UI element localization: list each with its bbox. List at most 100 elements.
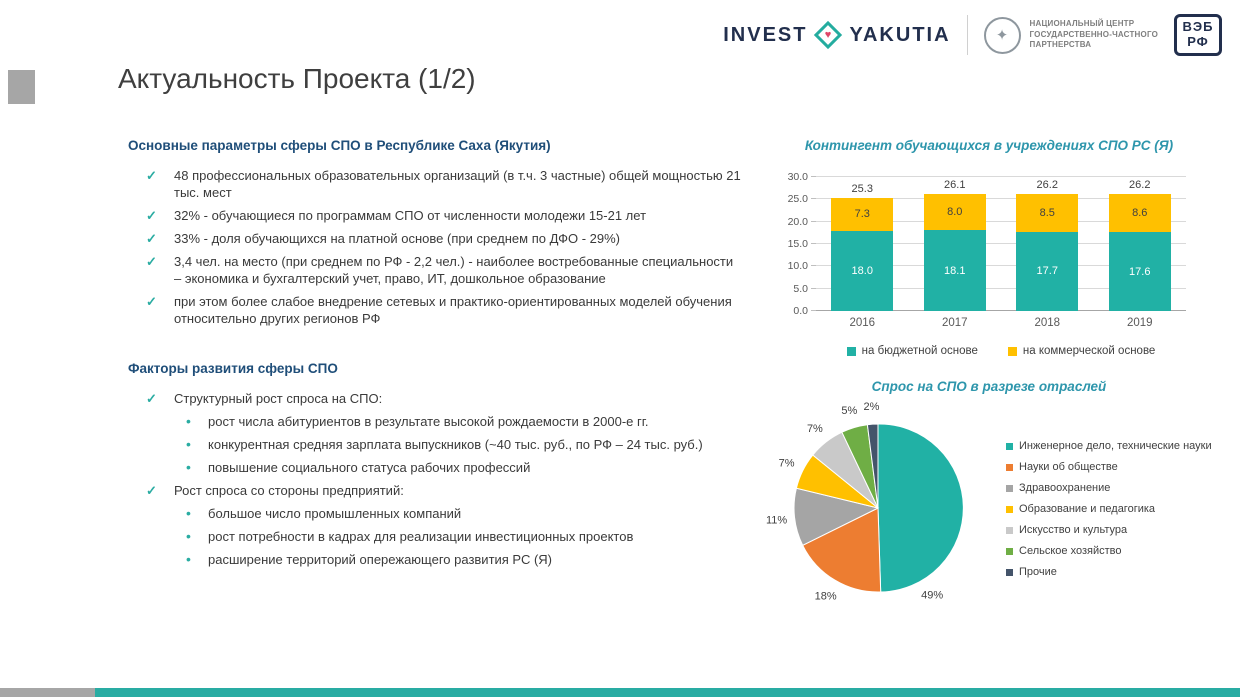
x-tick-label: 2019 <box>1126 317 1153 329</box>
sub-bullet-item: • рост потребности в кадрах для реализаци… <box>128 528 742 545</box>
sub-bullet-text: повышение социального статуса рабочих пр… <box>208 460 531 475</box>
factors-heading: Факторы развития сферы СПО <box>128 361 338 376</box>
bar-group: 26.1 8.0 18.1 <box>923 179 986 311</box>
pie-svg: 49% 18% 11% 7% 7% 5% 2% <box>766 401 964 603</box>
pie-legend-label: Прочие <box>1019 566 1057 578</box>
sub-bullet-text: конкурентная средняя зарплата выпускнико… <box>208 437 703 452</box>
gridline <box>811 198 1186 200</box>
bar-group: 26.2 8.6 17.6 <box>1108 178 1171 311</box>
bars-row: 25.3 7.3 18.0 26.1 8.0 18.1 26.2 8.5 17.7 26.2 8.6… <box>816 177 1186 311</box>
bar-x-axis: 2016 2017 2018 2019 <box>816 317 1186 329</box>
pie-value-label: 7% <box>807 423 823 435</box>
bar-total-label: 26.1 <box>944 179 966 192</box>
sub-bullet-text: большое число промышленных компаний <box>208 506 462 521</box>
legend-swatch-icon <box>1006 442 1013 450</box>
y-tick-label: 10.0 <box>787 260 808 273</box>
ncppp-emblem-icon: ✦ <box>983 16 1021 54</box>
invest-text: INVEST <box>723 23 808 46</box>
bar-total-label: 25.3 <box>851 183 873 196</box>
dot-icon: • <box>186 528 191 544</box>
pie-legend-item: Инженерное дело, технические науки <box>1006 440 1212 452</box>
bullet-text: Рост спроса со стороны предприятий: <box>174 483 404 498</box>
pie-legend-item: Сельское хозяйство <box>1006 545 1212 557</box>
bullet-text: при этом более слабое внедрение сетевых … <box>174 294 732 326</box>
footer-bar <box>0 688 1240 697</box>
pie-chart-title: Спрос на СПО в разрезе отраслей <box>871 379 1107 394</box>
legend-swatch-icon <box>1006 463 1013 471</box>
pie-legend-label: Здравоохранение <box>1019 482 1111 494</box>
sub-bullet-item: • расширение территорий опережающего разв… <box>128 551 742 568</box>
pie-legend-label: Сельское хозяйство <box>1019 545 1122 557</box>
legend-item: на коммерческой основе <box>1007 345 1155 357</box>
legend-swatch-icon <box>846 346 856 356</box>
check-icon: ✓ <box>146 231 157 246</box>
pie-chart: 49% 18% 11% 7% 7% 5% 2% Инженерное дело, техни… <box>760 396 1218 611</box>
bullet-item: ✓ 32% - обучающиеся по программам СПО от … <box>128 207 742 224</box>
sub-bullet-item: • рост числа абитуриентов в результате вы… <box>128 413 742 430</box>
bar-chart-title: Контингент обучающихся в учреждениях СПО… <box>804 138 1174 153</box>
gridline <box>811 265 1186 267</box>
bullet-item: ✓ 48 профессиональных образовательных орг… <box>128 167 742 201</box>
pie-value-label: 2% <box>864 401 880 413</box>
sub-bullet-item: • большое число промышленных компаний <box>128 505 742 522</box>
bar-segment-commercial: 8.5 <box>1016 194 1079 232</box>
legend-swatch-icon <box>1007 346 1017 356</box>
diamond-heart-icon: ♥ <box>814 20 843 50</box>
bullet-text: 33% - доля обучающихся на платной основе… <box>174 231 620 246</box>
check-icon: ✓ <box>146 254 157 269</box>
pie-value-label: 49% <box>921 590 943 602</box>
pie-slice <box>877 423 964 593</box>
gridline <box>811 220 1186 222</box>
footer-gray-segment <box>0 688 95 697</box>
legend-label: на бюджетной основе <box>861 345 978 357</box>
y-tick-label: 30.0 <box>787 171 808 183</box>
bar-segment-budget: 18.0 <box>831 230 894 311</box>
pie-value-label: 7% <box>779 458 795 470</box>
bar-segment-commercial: 8.0 <box>923 194 986 231</box>
pie-value-label: 5% <box>841 405 857 417</box>
dot-icon: • <box>186 551 191 567</box>
bar-segment-budget: 17.6 <box>1108 232 1171 311</box>
bar-segment-commercial: 7.3 <box>831 198 894 231</box>
params-heading: Основные параметры сферы СПО в Республик… <box>128 138 551 153</box>
sub-bullet-item: • повышение социального статуса рабочих п… <box>128 459 742 476</box>
x-tick-label: 2018 <box>1034 317 1061 329</box>
bullet-item: ✓ Рост спроса со стороны предприятий: <box>128 482 742 499</box>
bullet-text: 32% - обучающиеся по программам СПО от ч… <box>174 208 647 223</box>
params-list: ✓ 48 профессиональных образовательных орг… <box>128 167 742 327</box>
dot-icon: • <box>186 505 191 521</box>
pie-legend-item: Науки об обществе <box>1006 461 1212 473</box>
check-icon: ✓ <box>146 294 157 309</box>
yakutia-text: YAKUTIA <box>849 23 951 46</box>
check-icon: ✓ <box>146 168 157 183</box>
pie-legend-item: Прочие <box>1006 566 1212 578</box>
sub-bullet-item: • конкурентная средняя зарплата выпускник… <box>128 436 742 453</box>
x-tick-label: 2016 <box>849 317 876 329</box>
gridline <box>811 243 1186 244</box>
veb-text-bottom: РФ <box>1187 34 1209 49</box>
gridline <box>811 310 1186 311</box>
bar-legend: на бюджетной основе на коммерческой основ… <box>816 345 1186 357</box>
gridline <box>811 287 1186 289</box>
sub-bullet-text: рост числа абитуриентов в результате выс… <box>208 414 649 429</box>
dot-icon: • <box>186 459 191 475</box>
invest-yakutia-logo: INVEST ♥ YAKUTIA <box>723 20 951 50</box>
ncppp-text: НАЦИОНАЛЬНЫЙ ЦЕНТР ГОСУДАРСТВЕННО-ЧАСТНО… <box>1030 19 1158 51</box>
check-icon: ✓ <box>146 483 157 498</box>
right-column: Контингент обучающихся в учреждениях СПО… <box>760 138 1218 611</box>
bar-chart: 0.0 5.0 10.0 15.0 20.0 25.0 30.0 25.3 7.3 18.0 26.… <box>760 171 1218 357</box>
legend-swatch-icon <box>1006 526 1013 534</box>
bullet-text: 48 профессиональных образовательных орга… <box>174 168 741 200</box>
sub-bullet-text: рост потребности в кадрах для реализации… <box>208 529 634 544</box>
bar-total-label: 26.2 <box>1129 178 1151 191</box>
x-tick-label: 2017 <box>941 317 968 329</box>
y-tick-label: 20.0 <box>787 215 808 228</box>
dot-icon: • <box>186 436 191 452</box>
pie-legend-label: Науки об обществе <box>1019 461 1118 473</box>
check-icon: ✓ <box>146 391 157 406</box>
bar-group: 26.2 8.5 17.7 <box>1016 179 1079 311</box>
pie-slice <box>866 423 879 509</box>
bar-segment-commercial: 8.6 <box>1108 193 1171 233</box>
title-accent-bar <box>8 70 35 104</box>
bullet-item: ✓ 33% - доля обучающихся на платной основ… <box>128 230 742 247</box>
